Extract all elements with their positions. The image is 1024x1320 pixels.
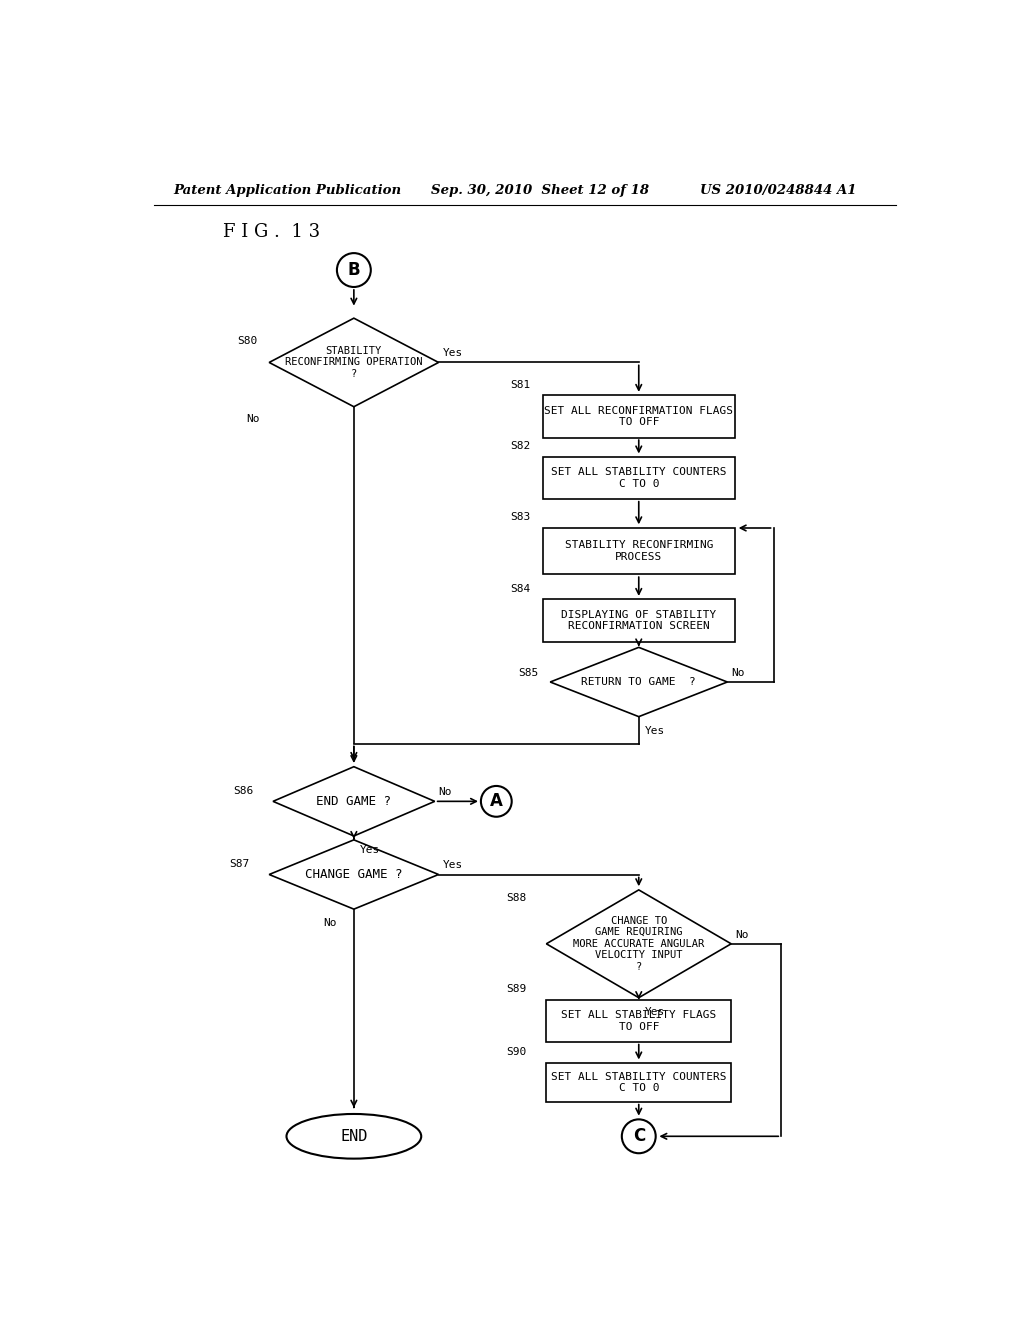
Text: No: No	[438, 787, 452, 797]
Text: END GAME ?: END GAME ?	[316, 795, 391, 808]
Text: No: No	[731, 668, 744, 677]
Text: S80: S80	[237, 335, 257, 346]
FancyBboxPatch shape	[547, 999, 731, 1041]
Text: S86: S86	[233, 785, 253, 796]
Text: SET ALL RECONFIRMATION FLAGS
TO OFF: SET ALL RECONFIRMATION FLAGS TO OFF	[545, 405, 733, 428]
Text: No: No	[323, 917, 337, 928]
Circle shape	[622, 1119, 655, 1154]
Text: SET ALL STABILITY FLAGS
TO OFF: SET ALL STABILITY FLAGS TO OFF	[561, 1010, 717, 1032]
Text: END: END	[340, 1129, 368, 1144]
FancyBboxPatch shape	[543, 528, 735, 574]
Polygon shape	[269, 318, 438, 407]
Text: SET ALL STABILITY COUNTERS
C TO 0: SET ALL STABILITY COUNTERS C TO 0	[551, 1072, 726, 1093]
Text: Sep. 30, 2010  Sheet 12 of 18: Sep. 30, 2010 Sheet 12 of 18	[431, 185, 649, 197]
Text: DISPLAYING OF STABILITY
RECONFIRMATION SCREEN: DISPLAYING OF STABILITY RECONFIRMATION S…	[561, 610, 717, 631]
Text: B: B	[347, 261, 360, 279]
Polygon shape	[547, 890, 731, 998]
Polygon shape	[269, 840, 438, 909]
FancyBboxPatch shape	[547, 1063, 731, 1102]
Text: Yes: Yes	[442, 861, 463, 870]
Polygon shape	[273, 767, 435, 836]
Text: No: No	[246, 413, 259, 424]
Ellipse shape	[287, 1114, 421, 1159]
Text: S81: S81	[510, 380, 530, 389]
FancyBboxPatch shape	[543, 599, 735, 642]
Text: STABILITY
RECONFIRMING OPERATION
?: STABILITY RECONFIRMING OPERATION ?	[285, 346, 423, 379]
Text: RETURN TO GAME  ?: RETURN TO GAME ?	[582, 677, 696, 686]
Text: S85: S85	[518, 668, 539, 677]
Text: Yes: Yes	[360, 845, 380, 855]
Text: SET ALL STABILITY COUNTERS
C TO 0: SET ALL STABILITY COUNTERS C TO 0	[551, 467, 726, 488]
FancyBboxPatch shape	[543, 395, 735, 437]
Text: C: C	[633, 1127, 645, 1146]
Polygon shape	[550, 647, 727, 717]
Text: S87: S87	[229, 859, 250, 869]
Text: S83: S83	[510, 512, 530, 523]
Text: S89: S89	[506, 985, 526, 994]
FancyBboxPatch shape	[543, 457, 735, 499]
Text: No: No	[735, 929, 749, 940]
Text: S88: S88	[506, 892, 526, 903]
Text: Patent Application Publication: Patent Application Publication	[173, 185, 401, 197]
Text: S84: S84	[510, 583, 530, 594]
Text: Yes: Yes	[442, 348, 463, 358]
Text: S90: S90	[506, 1047, 526, 1057]
Text: Yes: Yes	[645, 1007, 666, 1016]
Circle shape	[337, 253, 371, 286]
Text: STABILITY RECONFIRMING
PROCESS: STABILITY RECONFIRMING PROCESS	[564, 540, 713, 562]
Text: A: A	[489, 792, 503, 810]
Text: F I G .  1 3: F I G . 1 3	[223, 223, 321, 240]
Text: CHANGE GAME ?: CHANGE GAME ?	[305, 869, 402, 880]
Text: S82: S82	[510, 441, 530, 451]
Text: Yes: Yes	[645, 726, 666, 735]
Text: CHANGE TO
GAME REQUIRING
MORE ACCURATE ANGULAR
VELOCITY INPUT
?: CHANGE TO GAME REQUIRING MORE ACCURATE A…	[573, 916, 705, 972]
Text: US 2010/0248844 A1: US 2010/0248844 A1	[700, 185, 857, 197]
Circle shape	[481, 785, 512, 817]
